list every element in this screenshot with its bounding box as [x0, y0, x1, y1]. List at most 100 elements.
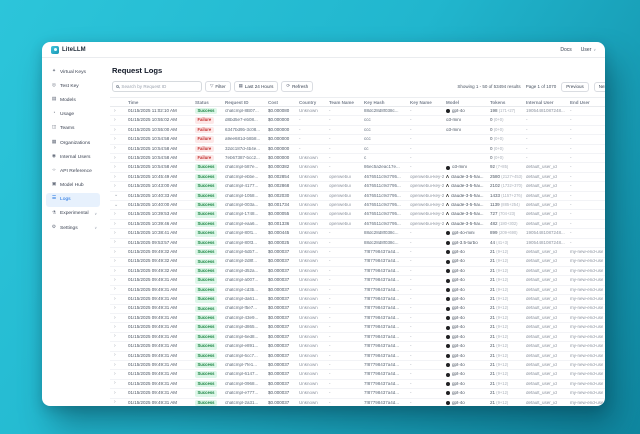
- table-row[interactable]: › 01/15/2025 09:49:31 AM Success chatcmpl-2…: [110, 399, 605, 406]
- chevron-right-icon[interactable]: ›: [114, 248, 116, 255]
- cell-key-hash: 7f87798437a4d...: [364, 372, 400, 377]
- table-row[interactable]: › 01/15/2025 09:49:31 AM Success chatcmpl-f…: [110, 305, 605, 314]
- table-row[interactable]: › 01/15/2025 09:49:31 AM Success chatcmpl-7…: [110, 361, 605, 371]
- cell-tokens: 0 (0+0): [490, 128, 526, 133]
- chevron-right-icon[interactable]: ›: [114, 333, 116, 340]
- table-row[interactable]: › 01/15/2025 10:38:41 AM Success chatcmpl-8…: [110, 229, 605, 239]
- chevron-right-icon[interactable]: ›: [114, 380, 116, 387]
- chevron-right-icon[interactable]: ›: [114, 229, 116, 236]
- chevron-down-icon[interactable]: ⌄: [114, 201, 119, 208]
- table-row[interactable]: › 01/15/2025 09:49:31 AM Success chatcmpl-d…: [110, 295, 605, 305]
- table-row[interactable]: › 01/15/2025 09:49:31 AM Success chatcmpl-a…: [110, 276, 605, 286]
- chevron-right-icon[interactable]: ›: [114, 314, 116, 321]
- sidebar-item-test-key[interactable]: ◎ Test Key: [46, 79, 100, 93]
- sidebar-item-experimental[interactable]: ⚗ Experimental ∨: [46, 207, 100, 221]
- sidebar-item-usage[interactable]: ◔ Usage: [46, 108, 100, 122]
- chevron-right-icon[interactable]: ›: [114, 164, 116, 171]
- user-menu[interactable]: User ∨: [581, 47, 596, 53]
- sidebar-item-model-hub[interactable]: ▣ Model Hub: [46, 179, 100, 193]
- table-row[interactable]: › 01/15/2025 09:49:31 AM Success chatcmpl-4…: [110, 314, 605, 324]
- cell-cost: $0.000037: [268, 344, 290, 349]
- sidebar-item-teams[interactable]: ◫ Teams: [46, 122, 100, 136]
- chevron-right-icon[interactable]: ›: [114, 324, 116, 331]
- table-row[interactable]: › 01/15/2025 10:39:46 AM Success chatcmpl-e…: [110, 220, 605, 230]
- chevron-right-icon[interactable]: ›: [114, 399, 116, 406]
- chevron-right-icon[interactable]: ›: [114, 342, 116, 349]
- table-row[interactable]: › 01/15/2025 09:49:31 AM Success chatcmpl-d…: [110, 323, 605, 333]
- sidebar-item-models[interactable]: ▤ Models: [46, 93, 100, 107]
- chevron-right-icon[interactable]: ›: [114, 352, 116, 359]
- table-row[interactable]: › 01/15/2025 10:55:02 AM Failure d8bd5e7-eb…: [110, 116, 605, 126]
- chevron-right-icon[interactable]: ›: [114, 126, 116, 133]
- tokens-detail: (9+12): [496, 353, 509, 358]
- chevron-right-icon[interactable]: ›: [114, 295, 116, 302]
- chevron-right-icon[interactable]: ›: [114, 361, 116, 368]
- sidebar-item-virtual-keys[interactable]: ✦ Virtual Keys: [46, 65, 100, 79]
- table-row[interactable]: › 01/15/2025 09:49:32 AM Success chatcmpl-d…: [110, 267, 605, 277]
- tokens-total: 21: [490, 400, 497, 405]
- openai-logo-icon: [446, 231, 450, 236]
- sidebar-item-organizations[interactable]: ▦ Organizations: [46, 136, 100, 150]
- table-row[interactable]: › 01/15/2025 10:45:49 AM Success chatcmpl-e…: [110, 173, 605, 183]
- cell-team-name: -: [329, 297, 331, 302]
- chevron-right-icon[interactable]: ›: [114, 107, 116, 114]
- table-row[interactable]: › 01/15/2025 10:55:00 AM Failure 6347bd9b-3…: [110, 126, 605, 136]
- table-row[interactable]: › 01/15/2025 09:49:31 AM Success chatcmpl-0…: [110, 380, 605, 390]
- table-row[interactable]: › 01/15/2025 09:49:31 AM Success chatcmpl-e…: [110, 389, 605, 399]
- table-row[interactable]: ⌄ 01/15/2025 10:40:33 AM Success chatcmpl-1…: [110, 192, 605, 202]
- tokens-total: 21: [490, 353, 497, 358]
- cell-tokens: 21 (9+12): [490, 297, 526, 302]
- time-range-button[interactable]: ▦ Last 24 Hours: [233, 81, 279, 92]
- chevron-right-icon[interactable]: ›: [114, 182, 116, 189]
- search-box[interactable]: [112, 81, 202, 92]
- chevron-right-icon[interactable]: ›: [114, 277, 116, 284]
- chevron-right-icon[interactable]: ›: [114, 117, 116, 124]
- table-row[interactable]: › 01/15/2025 09:49:31 AM Success chatcmpl-e…: [110, 342, 605, 352]
- chevron-right-icon[interactable]: ›: [114, 135, 116, 142]
- chevron-right-icon[interactable]: ›: [114, 305, 116, 312]
- chevron-right-icon[interactable]: ›: [114, 258, 116, 265]
- sidebar-item-api-reference[interactable]: ‹› API Reference: [46, 164, 100, 178]
- filter-button[interactable]: ▽ Filter: [205, 81, 231, 92]
- table-row[interactable]: › 01/15/2025 09:49:31 AM Success chatcmpl-c…: [110, 286, 605, 296]
- table-row[interactable]: › 01/15/2025 09:49:31 AM Success chatcmpl-6…: [110, 370, 605, 380]
- table-row[interactable]: › 01/15/2025 09:49:31 AM Success chatcmpl-6…: [110, 333, 605, 343]
- cell-key-hash: 7f87798437a4d...: [364, 315, 400, 320]
- table-row[interactable]: › 01/15/2025 09:49:31 AM Success chatcmpl-6…: [110, 352, 605, 361]
- chevron-right-icon[interactable]: ›: [114, 154, 116, 161]
- chevron-right-icon[interactable]: ›: [114, 239, 116, 246]
- table-row[interactable]: ⌄ 01/15/2025 10:40:00 AM Success chatcmpl-0…: [110, 201, 605, 211]
- next-page-button[interactable]: Next: [593, 81, 605, 92]
- column-header-key-name: Key Name: [410, 99, 432, 105]
- table-row[interactable]: › 01/15/2025 10:54:58 AM Success chatcmpl-b…: [110, 163, 605, 173]
- cell-end-user: my-new-end-user-1: [570, 278, 603, 283]
- table-row[interactable]: › 01/15/2025 09:49:32 AM Success chatcmpl-2…: [110, 258, 605, 267]
- cell-internal-user: 19054481087248...: [526, 240, 565, 245]
- sidebar-item-logs[interactable]: ☰ Logs: [46, 192, 100, 207]
- chevron-right-icon[interactable]: ›: [114, 267, 116, 274]
- chevron-right-icon[interactable]: ›: [114, 389, 116, 396]
- table-row[interactable]: › 01/15/2025 11:02:10 AM Success chatcmpl-8…: [110, 107, 605, 117]
- table-row[interactable]: › 01/15/2025 09:53:57 AM Success chatcmpl-8…: [110, 239, 605, 249]
- table-row[interactable]: › 01/15/2025 09:49:32 AM Success chatcmpl-6…: [110, 248, 605, 258]
- table-row[interactable]: › 01/15/2025 10:43:00 AM Success chatcmpl-4…: [110, 182, 605, 192]
- table-row[interactable]: › 01/15/2025 10:54:58 AM Failure 32dc187d-4…: [110, 145, 605, 155]
- sidebar-item-internal-users[interactable]: ◉ Internal Users: [46, 150, 100, 164]
- chevron-down-icon[interactable]: ⌄: [114, 192, 119, 199]
- table-row[interactable]: › 01/15/2025 10:54:58 AM Failure a9ee681d-b…: [110, 135, 605, 145]
- chevron-right-icon[interactable]: ›: [114, 145, 116, 152]
- sidebar-item-settings[interactable]: ⚙ Settings ∨: [46, 221, 100, 235]
- table-row[interactable]: › 01/15/2025 10:54:58 AM Failure 7eb67387-b…: [110, 154, 605, 164]
- search-input[interactable]: [121, 84, 198, 89]
- docs-link[interactable]: Docs: [560, 46, 572, 53]
- sidebar-item-label: Organizations: [60, 140, 91, 146]
- table-row[interactable]: › 01/15/2025 10:39:53 AM Success chatcmpl-1…: [110, 210, 605, 220]
- chevron-right-icon[interactable]: ›: [114, 371, 116, 378]
- cell-status: Success: [195, 258, 225, 265]
- refresh-button[interactable]: ⟳ Refresh: [281, 81, 314, 92]
- chevron-right-icon[interactable]: ›: [114, 220, 116, 227]
- chevron-right-icon[interactable]: ›: [114, 211, 116, 218]
- chevron-right-icon[interactable]: ›: [114, 286, 116, 293]
- chevron-right-icon[interactable]: ›: [114, 173, 116, 180]
- previous-page-button[interactable]: Previous: [561, 81, 589, 92]
